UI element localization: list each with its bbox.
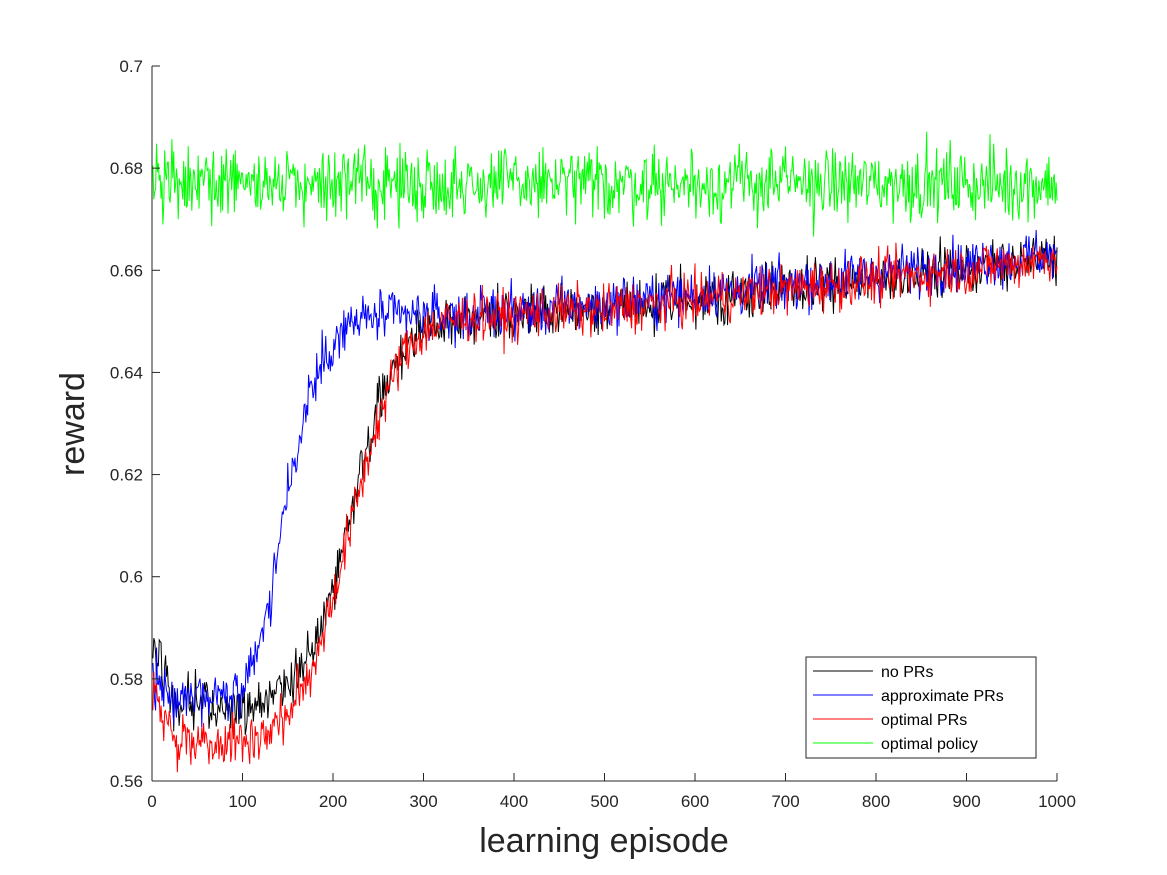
series-line-optimal-prs — [152, 242, 1058, 773]
series-line-approximate-prs — [152, 229, 1058, 728]
x-tick-label: 300 — [409, 792, 437, 811]
x-tick-label: 900 — [952, 792, 980, 811]
y-tick-label: 0.6 — [119, 568, 143, 587]
x-tick-label: 0 — [147, 792, 156, 811]
y-tick-label: 0.68 — [110, 159, 143, 178]
y-tick-label: 0.58 — [110, 670, 143, 689]
x-tick-label: 100 — [228, 792, 256, 811]
series-line-optimal-policy — [152, 131, 1058, 237]
series-layer — [152, 131, 1058, 773]
y-axis-title: reward — [54, 372, 92, 476]
x-tick-label: 400 — [500, 792, 528, 811]
x-tick-label: 500 — [590, 792, 618, 811]
legend-box — [805, 656, 1037, 759]
x-axis-title: learning episode — [479, 822, 729, 860]
y-tick-label: 0.56 — [110, 772, 143, 791]
x-tick-label: 700 — [771, 792, 799, 811]
x-tick-label: 800 — [862, 792, 890, 811]
legend-label: approximate PRs — [881, 688, 1004, 705]
x-ticks: 0 100 200 300 400 500 600 700 800 900 1000 — [147, 773, 1076, 811]
legend: no PRs approximate PRs optimal PRs optimal … — [805, 656, 1037, 759]
y-tick-label: 0.7 — [119, 57, 143, 76]
x-tick-label: 600 — [681, 792, 709, 811]
y-tick-label: 0.66 — [110, 261, 143, 280]
y-tick-label: 0.62 — [110, 466, 143, 485]
legend-label: no PRs — [881, 664, 933, 681]
y-tick-label: 0.64 — [110, 363, 143, 382]
y-ticks: 0.56 0.58 0.6 0.62 0.64 0.66 0.68 0.7 — [110, 57, 160, 791]
legend-label: optimal policy — [881, 736, 978, 753]
legend-label: optimal PRs — [881, 712, 967, 729]
x-tick-label: 200 — [319, 792, 347, 811]
x-tick-label: 1000 — [1038, 792, 1076, 811]
